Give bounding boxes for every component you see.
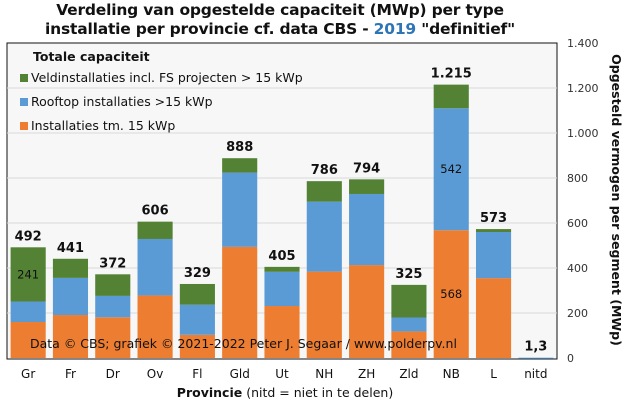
bar-segment <box>222 172 258 247</box>
title-year: 2019 <box>373 20 417 38</box>
y-tick-label: 800 <box>567 172 588 185</box>
bar-segment <box>391 317 427 332</box>
total-label: 329 <box>184 266 211 281</box>
total-label: 492 <box>15 229 42 244</box>
x-tick-label: Ov <box>147 367 164 381</box>
x-tick-label: NH <box>315 367 333 381</box>
bar-segment <box>306 271 342 358</box>
total-label: 405 <box>268 249 295 264</box>
bar-segment <box>264 266 300 272</box>
bar-segment <box>95 295 131 318</box>
x-axis-label-bold: Provincie <box>177 385 242 400</box>
bar-segment <box>179 334 215 358</box>
x-tick-label: L <box>490 367 497 381</box>
bar-segment <box>433 108 469 231</box>
y-tick-label: 600 <box>567 217 588 230</box>
legend-title: Totale capaciteit <box>33 49 150 64</box>
title-suffix: "definitief" <box>416 20 515 38</box>
legend-label: Rooftop installaties >15 kWp <box>31 94 213 109</box>
y-tick-label: 1.000 <box>567 127 599 140</box>
legend-label: Veldinstallaties incl. FS projecten > 15… <box>31 70 303 85</box>
x-tick-label: Gld <box>230 367 250 381</box>
segment-label: 568 <box>440 287 462 301</box>
bar-segment <box>10 322 46 358</box>
x-tick-label: Dr <box>106 367 120 381</box>
bar-segment <box>52 258 89 278</box>
data-labels: 492 441 372 606 329 888 405 786 794 325 1.215 573 1,… <box>15 67 548 355</box>
y-tick-label: 1.200 <box>567 82 599 95</box>
x-tick-label: NB <box>443 367 460 381</box>
legend: Totale capaciteit Veldinstallaties incl. … <box>20 49 303 133</box>
y-axis-label: Opgesteld vermogen per segment (MWp) <box>609 54 624 346</box>
legend-label: Installaties tm. 15 kWp <box>31 118 175 133</box>
bar-segment <box>349 193 385 266</box>
bar-segment <box>10 247 46 302</box>
legend-swatch <box>20 74 28 82</box>
total-label: 794 <box>353 161 380 176</box>
bar-segment <box>137 221 173 239</box>
credit-text: Data © CBS; grafiek © 2021-2022 Peter J.… <box>30 336 457 351</box>
bar-segment <box>179 283 215 305</box>
bar-segment <box>10 301 46 322</box>
y-tick-label: 0 <box>567 352 574 365</box>
bar-segment <box>137 238 173 296</box>
y-tick-label: 400 <box>567 262 588 275</box>
bar-segment <box>306 201 342 272</box>
y-tick-label: 200 <box>567 307 588 320</box>
x-tick-label: ZH <box>358 367 375 381</box>
total-label: 372 <box>99 256 126 271</box>
y-tick-label: 1.400 <box>567 37 599 50</box>
bar-segment <box>306 181 342 202</box>
bar-segment <box>391 284 427 318</box>
bar-segment <box>475 232 512 279</box>
bar-segment <box>518 357 554 359</box>
bar-segment <box>95 274 131 296</box>
segment-label: 241 <box>17 267 39 281</box>
x-tick-label: Fr <box>65 367 76 381</box>
x-tick-label: Gr <box>21 367 35 381</box>
x-tick-label: Ut <box>275 367 289 381</box>
total-label: 888 <box>226 140 253 155</box>
total-label: 1.215 <box>431 67 472 82</box>
bar-segment <box>137 295 173 358</box>
chart-title-line1: Verdeling van opgestelde capaciteit (MWp… <box>56 1 504 19</box>
bar-segment <box>475 229 512 232</box>
bar-segment <box>349 265 385 358</box>
x-tick-label: Fl <box>192 367 202 381</box>
bar-segment <box>475 278 512 358</box>
bar-segment <box>52 277 89 316</box>
legend-swatch <box>20 98 28 106</box>
title-prefix: installatie per provincie cf. data CBS - <box>45 20 374 38</box>
total-label: 325 <box>395 267 422 282</box>
bar-segment <box>222 246 258 358</box>
x-tick-label: nitd <box>524 367 547 381</box>
x-tick-label: Zld <box>399 367 418 381</box>
total-label: 606 <box>142 204 169 219</box>
bar-segment <box>95 317 131 358</box>
y-axis-ticks: 0 200 400 600 800 1.000 1.200 1.400 <box>567 37 599 365</box>
bar-segment <box>264 306 300 358</box>
bar-segment <box>433 230 469 358</box>
legend-swatch <box>20 122 28 130</box>
x-axis-label-rest: (nitd = niet in te delen) <box>242 385 393 400</box>
total-label: 441 <box>57 241 84 256</box>
bar-segment <box>222 158 258 173</box>
bar-segment <box>391 331 427 358</box>
total-label: 573 <box>480 211 507 226</box>
bar-segment <box>264 271 300 307</box>
total-label: 1,3 <box>524 340 547 355</box>
chart-title: Verdeling van opgestelde capaciteit (MWp… <box>0 1 560 39</box>
total-label: 786 <box>311 163 338 178</box>
bar-segment <box>52 315 89 358</box>
bars <box>10 84 554 359</box>
x-axis-label: Provincie (nitd = niet in te delen) <box>177 385 393 400</box>
bar-segment <box>349 179 385 194</box>
bar-segment <box>433 84 469 109</box>
bar-segment <box>179 304 215 335</box>
segment-label: 542 <box>440 162 462 176</box>
chart-title-line2: installatie per provincie cf. data CBS -… <box>0 20 560 39</box>
